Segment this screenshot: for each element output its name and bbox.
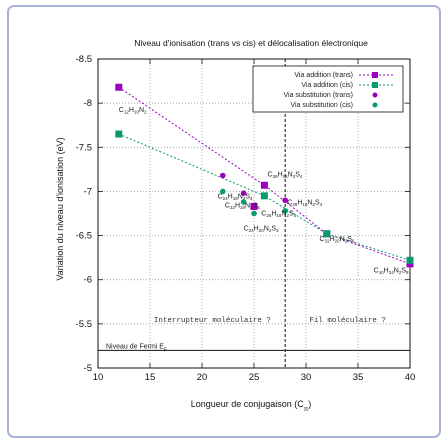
legend-label: Via addition (trans) bbox=[294, 72, 353, 79]
molecule-label: C26H16N2S4 bbox=[268, 171, 303, 179]
data-point-square bbox=[323, 230, 331, 238]
legend-marker bbox=[372, 102, 378, 108]
chart-title: Niveau d'ionisation (trans vs cis) et dé… bbox=[134, 38, 368, 48]
data-point-square bbox=[406, 256, 414, 264]
legend-marker bbox=[372, 72, 378, 78]
y-tick-label: -7 bbox=[84, 186, 92, 197]
y-tick-label: -8 bbox=[84, 98, 92, 109]
x-tick-label: 40 bbox=[405, 372, 416, 383]
molecule-label: C24H20N2S3 bbox=[244, 225, 279, 233]
y-tick-label: -8.5 bbox=[76, 54, 92, 65]
molecule-label: C40H24N2S8 bbox=[374, 268, 409, 276]
molecule-label: C28H18N2S4 bbox=[287, 200, 322, 208]
data-point-circle bbox=[251, 210, 257, 217]
data-point-circle bbox=[240, 199, 247, 205]
molecule-label: C26H18N2S4 bbox=[261, 210, 296, 218]
frame-border bbox=[7, 5, 441, 438]
y-tick-label: -6 bbox=[84, 275, 92, 286]
data-point-circle bbox=[220, 172, 226, 179]
data-point-square bbox=[406, 260, 414, 268]
data-point-square bbox=[115, 83, 123, 91]
plot-area: 10 15 20 25 30 35 40 -5 -5.5 -6 -6.5 -7 -7.5 -8 -8.5 Ni… bbox=[76, 54, 416, 383]
molecule-label: C22H18N2S6 bbox=[225, 202, 260, 210]
data-point-square bbox=[260, 192, 268, 200]
y-tick-label: -5 bbox=[84, 363, 92, 374]
data-point-square bbox=[250, 202, 258, 210]
x-tick-label: 20 bbox=[197, 372, 208, 383]
data-point-circle bbox=[240, 190, 247, 196]
y-axis-label: Variation du niveau d'ionisation (eV) bbox=[55, 137, 65, 280]
x-tick-label: 35 bbox=[353, 372, 364, 383]
y-tick-label: -5.5 bbox=[76, 319, 92, 330]
region-label-wire: Fil moléculaire ? bbox=[309, 317, 386, 325]
y-tick-label: -7.5 bbox=[76, 142, 92, 153]
x-tick-label: 10 bbox=[93, 372, 104, 383]
x-tick-label: 30 bbox=[301, 372, 312, 383]
molecule-label: C32H20N2S6 bbox=[320, 236, 355, 244]
molecule-label: C12H10N2 bbox=[119, 107, 147, 115]
data-point-square bbox=[115, 130, 123, 138]
x-axis-label: Longueur de conjugaison (Cπ) bbox=[191, 399, 312, 413]
fermi-level-label: Niveau de Fermi EF bbox=[106, 343, 167, 353]
legend-label: Via addition (cis) bbox=[301, 82, 353, 89]
legend-label: Via substitution (cis) bbox=[290, 102, 353, 109]
legend-marker bbox=[372, 82, 378, 88]
molecule-label: C24H18N2S4 bbox=[218, 193, 253, 201]
region-label-switch: Interrupteur moléculaire ? bbox=[154, 317, 271, 325]
x-tick-label: 15 bbox=[145, 372, 156, 383]
data-point-circle bbox=[282, 208, 289, 214]
legend-marker bbox=[372, 92, 378, 98]
data-point-circle bbox=[220, 188, 226, 195]
legend-label: Via substitution (trans) bbox=[283, 92, 353, 99]
x-tick-label: 25 bbox=[249, 372, 260, 383]
data-point-circle bbox=[282, 197, 289, 204]
data-point-square bbox=[260, 181, 268, 189]
y-tick-label: -6.5 bbox=[76, 231, 92, 242]
